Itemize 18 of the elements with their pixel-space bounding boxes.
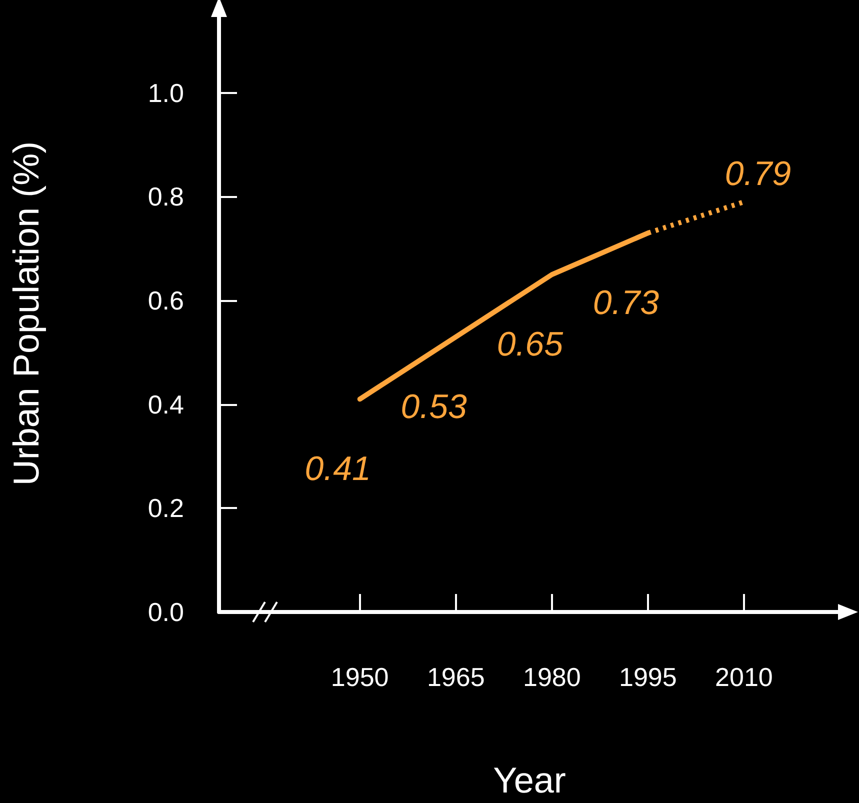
data-label: 0.79 (724, 154, 792, 193)
y-tick-label: 1.0 (148, 78, 184, 108)
data-label: 0.41 (304, 450, 371, 488)
x-tick-label: 1980 (522, 662, 581, 692)
x-axis-title: Year (493, 760, 566, 800)
y-tick-label: 0.6 (148, 286, 184, 316)
x-tick-label: 1965 (426, 662, 485, 692)
y-tick-label: 0.2 (148, 493, 184, 524)
y-tick-label: 0.0 (148, 597, 184, 627)
data-label: 0.53 (400, 388, 468, 426)
y-tick-label: 0.8 (148, 182, 184, 212)
data-label: 0.73 (592, 284, 660, 322)
y-axis-title: Urban Population (%) (6, 141, 46, 486)
x-tick-label: 2010 (715, 662, 773, 692)
data-label: 0.65 (496, 326, 564, 364)
x-tick-label: 1995 (619, 662, 677, 692)
x-tick-label: 1950 (330, 662, 389, 692)
y-tick-label: 0.4 (148, 389, 184, 420)
